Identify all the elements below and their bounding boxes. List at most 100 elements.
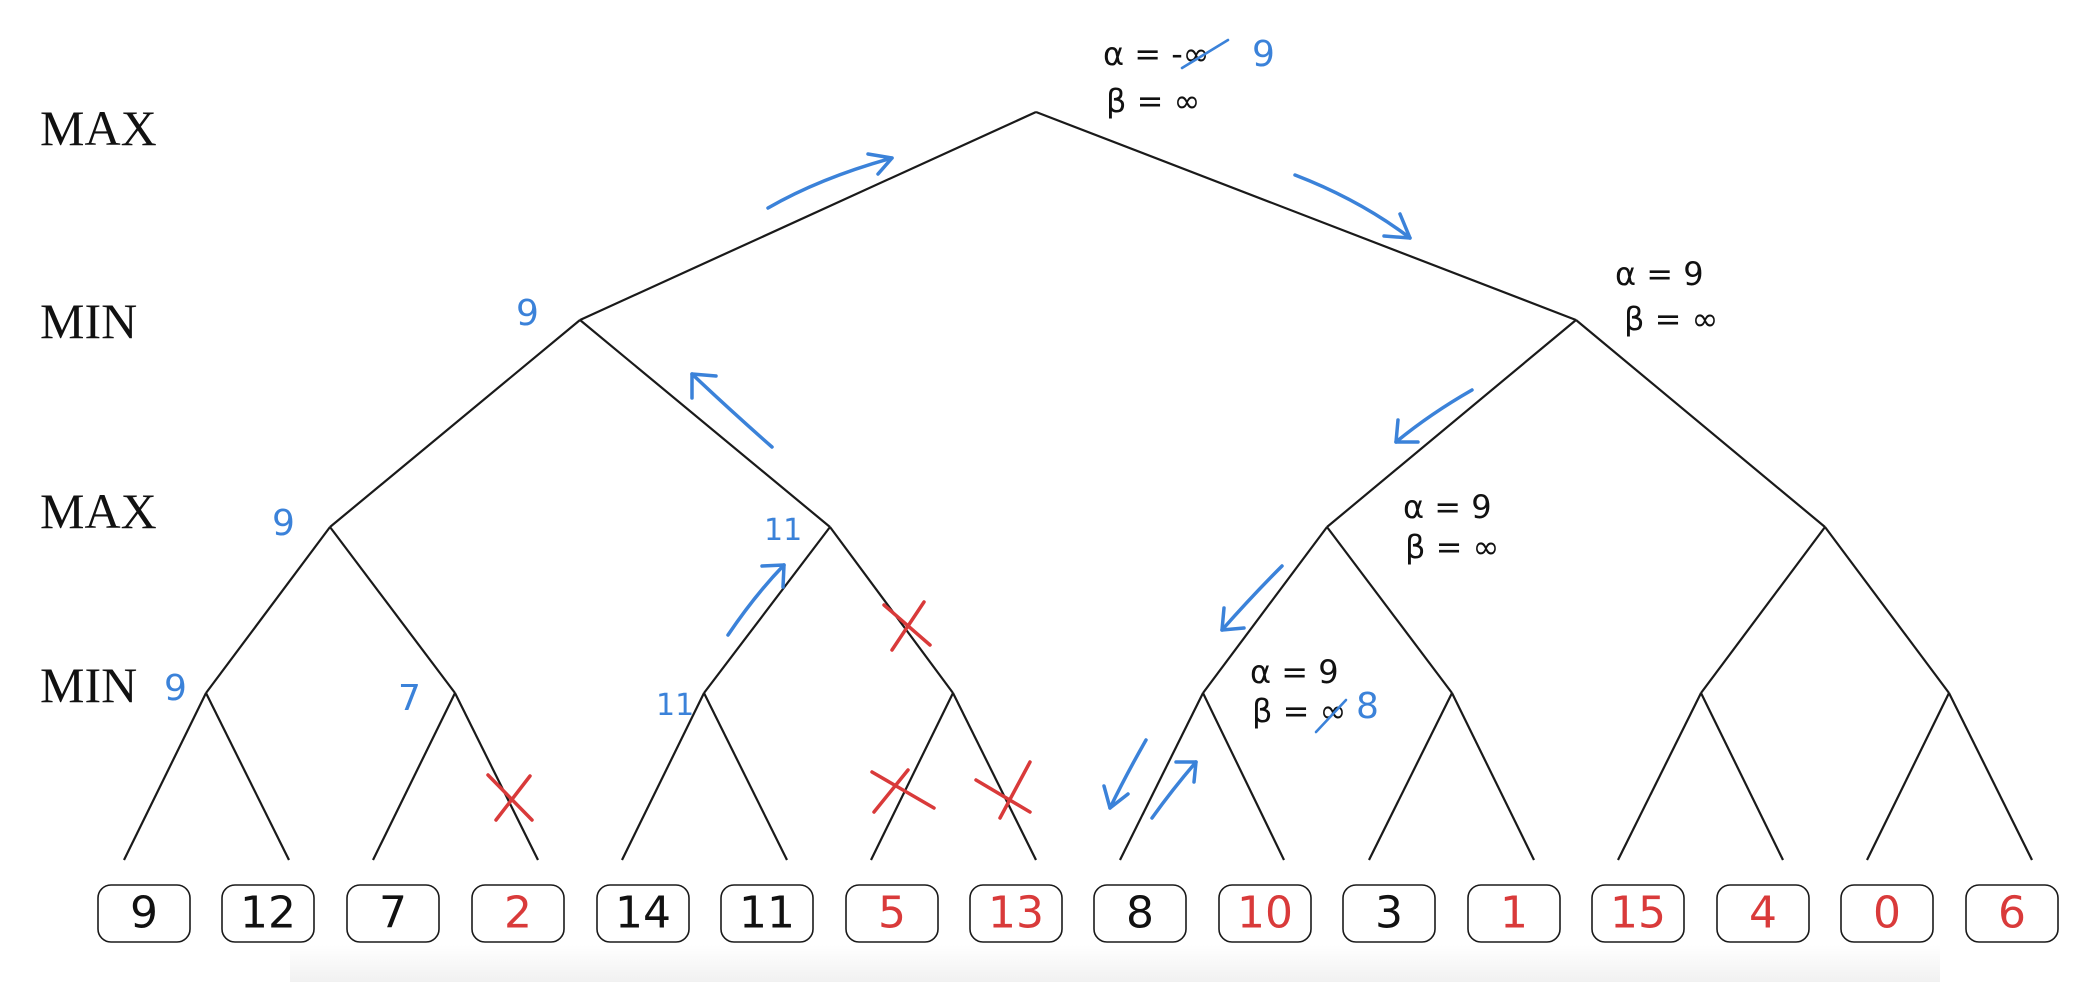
traversal-arrows: [690, 152, 1474, 820]
leaf-value: 2: [504, 888, 532, 939]
root-beta: β = ∞: [1106, 82, 1200, 120]
arrow-up-from-leaf-8: [1150, 760, 1198, 820]
leaf-value: 4: [1749, 888, 1777, 939]
arrow-up-to-root: [766, 152, 894, 210]
arrow-down-to-leaf-8: [1102, 738, 1148, 810]
prune-cross: [882, 600, 932, 652]
arrow-down-to-right-max: [1394, 388, 1474, 444]
arrow-up-to-min-left: [690, 372, 774, 449]
leaf-value: 5: [878, 888, 906, 939]
leaf-value: 14: [615, 888, 671, 939]
level-label-min-1: MIN: [40, 293, 137, 349]
leaf-value: 1: [1500, 888, 1528, 939]
strike-mark: [1314, 698, 1348, 734]
bottom-shadow: [290, 945, 1940, 982]
leaf-value: 7: [379, 888, 407, 939]
node-value-max-left-right: 11: [764, 513, 802, 548]
leaf-value: 15: [1610, 888, 1666, 939]
edge: [703, 526, 831, 694]
leaf-value: 13: [988, 888, 1044, 939]
leaf-node: 5: [845, 884, 939, 943]
edge: [1575, 319, 1826, 528]
leaf-value: 11: [739, 888, 795, 939]
edge: [1700, 526, 1826, 694]
edge: [329, 526, 456, 694]
strike-mark: [1180, 38, 1230, 70]
edge: [1451, 692, 1535, 861]
edge: [621, 692, 705, 861]
edge: [703, 692, 788, 861]
edge: [952, 692, 1037, 861]
leaf-node: 13: [969, 884, 1063, 943]
level-label-max-1: MAX: [40, 100, 157, 156]
leaf-node: 12: [221, 884, 315, 943]
edge: [1866, 692, 1950, 861]
leaf-value: 6: [1998, 888, 2026, 939]
right-max-alpha: α = 9: [1403, 488, 1492, 526]
edge: [1617, 692, 1702, 861]
edge: [1035, 110, 1577, 322]
leaf-value: 3: [1375, 888, 1403, 939]
prune-cross: [974, 760, 1032, 820]
node-value-min-left: 9: [516, 293, 539, 334]
edge: [870, 692, 954, 861]
edge: [454, 692, 539, 861]
edge: [579, 319, 831, 528]
root-alpha: α = -∞: [1103, 35, 1209, 73]
root-alpha-new: 9: [1252, 34, 1275, 75]
arrow-up-from-min-3: [726, 563, 786, 637]
leaf-node: 9: [97, 884, 191, 943]
edge: [1119, 692, 1204, 861]
leaf-node: 8: [1093, 884, 1187, 943]
tree-edges: [123, 110, 2033, 861]
right-min-alpha: α = 9: [1615, 255, 1704, 293]
leaf-node: 2: [471, 884, 565, 943]
node-value-min-2: 7: [398, 678, 421, 719]
deep-min-alpha: α = 9: [1250, 653, 1339, 691]
leaf-node: 10: [1218, 884, 1312, 943]
deep-min-beta-new: 8: [1356, 686, 1379, 727]
leaf-node: 6: [1965, 884, 2059, 943]
leaf-node: 0: [1840, 884, 1934, 943]
arrow-down-right: [1293, 173, 1412, 240]
right-min-beta: β = ∞: [1624, 300, 1718, 338]
edge: [1700, 692, 1784, 861]
leaf-row: 9 12 7 2 14 11 5 13 8 10 3 1 15 4 0 6: [97, 884, 2059, 943]
node-value-min-3: 11: [656, 688, 694, 723]
leaf-node: 15: [1591, 884, 1685, 943]
edge: [1326, 526, 1453, 694]
edge: [205, 692, 290, 861]
leaf-value: 12: [240, 888, 296, 939]
edge: [1368, 692, 1453, 861]
edge: [1202, 526, 1328, 694]
leaf-node: 11: [720, 884, 814, 943]
right-max-beta: β = ∞: [1405, 528, 1499, 566]
edge: [579, 110, 1037, 322]
leaf-value: 0: [1873, 888, 1901, 939]
leaf-node: 1: [1467, 884, 1561, 943]
level-label-max-2: MAX: [40, 483, 157, 539]
edge: [123, 692, 207, 861]
edge: [372, 692, 456, 861]
level-label-min-2: MIN: [40, 657, 137, 713]
edge: [205, 526, 331, 694]
leaf-node: 14: [596, 884, 690, 943]
arrow-down-to-deep-min: [1220, 564, 1284, 632]
leaf-value: 10: [1237, 888, 1293, 939]
leaf-node: 3: [1342, 884, 1436, 943]
edge: [1824, 526, 1950, 694]
leaf-node: 4: [1716, 884, 1810, 943]
leaf-value: 9: [130, 888, 158, 939]
prune-cross: [486, 773, 534, 822]
deep-min-beta: β = ∞: [1252, 692, 1346, 730]
prune-marks: [486, 600, 1032, 822]
edge: [1202, 692, 1285, 861]
leaf-value: 8: [1126, 888, 1154, 939]
node-value-min-1: 9: [164, 668, 187, 709]
edge: [1326, 319, 1577, 528]
edge: [329, 319, 581, 528]
node-value-max-left: 9: [272, 503, 295, 544]
leaf-node: 7: [346, 884, 440, 943]
prune-cross: [870, 768, 936, 814]
